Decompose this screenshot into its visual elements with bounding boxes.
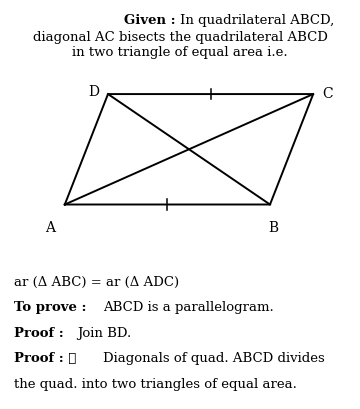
Text: diagonal AC bisects the quadrilateral ABCD: diagonal AC bisects the quadrilateral AB…: [32, 31, 328, 44]
Text: ar (Δ ABC) = ar (Δ ADC): ar (Δ ABC) = ar (Δ ADC): [14, 276, 180, 289]
Text: Given :: Given :: [124, 14, 180, 27]
Text: the quad. into two triangles of equal area.: the quad. into two triangles of equal ar…: [14, 378, 297, 391]
Text: A: A: [45, 221, 55, 235]
Text: ABCD is a parallelogram.: ABCD is a parallelogram.: [103, 301, 273, 315]
Text: To prove :: To prove :: [14, 301, 87, 315]
Text: C: C: [322, 87, 333, 101]
Text: in two triangle of equal area i.e.: in two triangle of equal area i.e.: [72, 46, 288, 59]
Text: Diagonals of quad. ABCD divides: Diagonals of quad. ABCD divides: [103, 352, 324, 365]
Text: D: D: [88, 85, 99, 99]
Text: B: B: [269, 221, 279, 235]
Text: Join BD.: Join BD.: [77, 327, 132, 340]
Text: Proof :: Proof :: [14, 327, 64, 340]
Text: In quadrilateral ABCD,: In quadrilateral ABCD,: [180, 14, 334, 27]
Text: Proof : ∴: Proof : ∴: [14, 352, 77, 365]
